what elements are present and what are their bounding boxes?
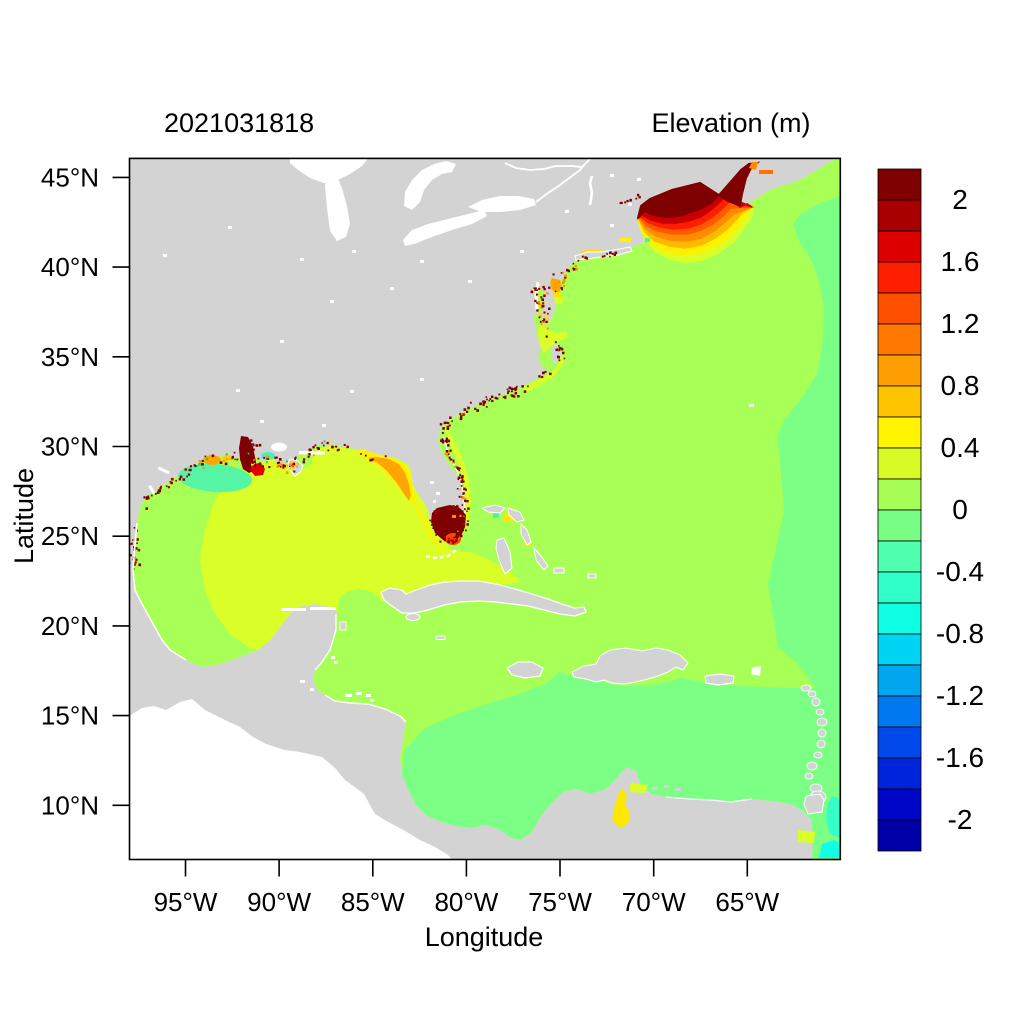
svg-text:35°N: 35°N: [41, 342, 99, 372]
svg-text:-0.8: -0.8: [936, 618, 984, 649]
svg-text:85°W: 85°W: [341, 887, 405, 917]
svg-text:1.2: 1.2: [941, 308, 980, 339]
svg-text:10°N: 10°N: [41, 790, 99, 820]
svg-text:-2: -2: [948, 804, 973, 835]
svg-text:-0.4: -0.4: [936, 556, 984, 587]
svg-text:90°W: 90°W: [247, 887, 311, 917]
svg-text:75°W: 75°W: [528, 887, 592, 917]
svg-text:40°N: 40°N: [41, 252, 99, 282]
svg-text:Latitude: Latitude: [9, 468, 39, 564]
svg-text:45°N: 45°N: [41, 162, 99, 192]
svg-text:2: 2: [952, 184, 968, 215]
svg-text:Longitude: Longitude: [425, 922, 544, 952]
svg-text:20°N: 20°N: [41, 611, 99, 641]
svg-text:30°N: 30°N: [41, 432, 99, 462]
svg-text:25°N: 25°N: [41, 521, 99, 551]
svg-text:0.8: 0.8: [941, 370, 980, 401]
svg-text:15°N: 15°N: [41, 701, 99, 731]
svg-text:70°W: 70°W: [622, 887, 686, 917]
svg-text:1.6: 1.6: [941, 246, 980, 277]
svg-text:Elevation (m): Elevation (m): [651, 108, 810, 138]
svg-text:-1.2: -1.2: [936, 680, 984, 711]
svg-text:-1.6: -1.6: [936, 742, 984, 773]
svg-text:80°W: 80°W: [434, 887, 498, 917]
svg-text:0.4: 0.4: [941, 432, 980, 463]
svg-text:95°W: 95°W: [154, 887, 218, 917]
svg-text:2021031818: 2021031818: [164, 108, 314, 138]
svg-text:65°W: 65°W: [715, 887, 779, 917]
svg-text:0: 0: [952, 494, 968, 525]
